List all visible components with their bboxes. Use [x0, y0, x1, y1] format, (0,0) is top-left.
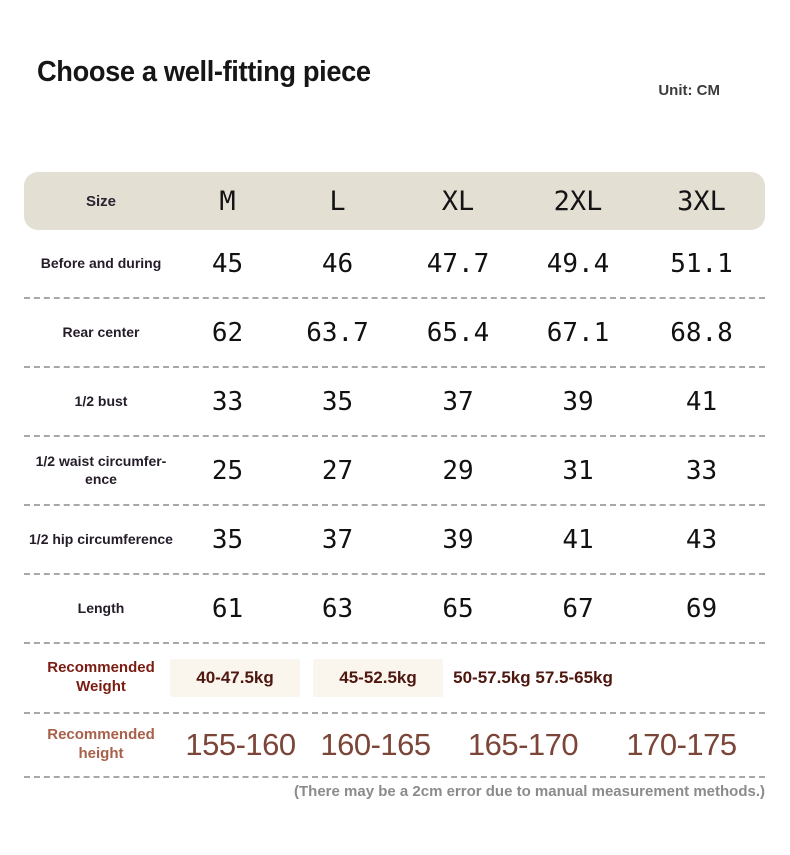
table-cell: 51.1 [670, 248, 733, 279]
table-cell: 31 [562, 455, 594, 486]
height-value-1: 155-160 [185, 727, 296, 762]
table-cell: 43 [685, 524, 718, 555]
recommended-weight-label: Recommended Weight [47, 659, 155, 695]
table-cell: 49.4 [546, 248, 610, 279]
table-cell: 65.4 [426, 317, 490, 348]
table-cell: 27 [321, 455, 354, 486]
size-column-m: M [219, 185, 236, 217]
weight-value-m: 40-47.5kg [170, 659, 300, 697]
row-label: 1/2 waist circumfer- ence [35, 453, 167, 487]
size-table-header: Size M L XL 2XL 3XL [24, 172, 765, 230]
unit-label: Unit: CM [658, 82, 720, 99]
size-column-l: L [329, 185, 346, 217]
table-row: Before and during 45 46 47.7 49.4 51.1 [24, 230, 765, 299]
row-label: Before and during [40, 254, 162, 271]
size-header-label: Size [85, 192, 116, 210]
recommended-height-label: Recommended height [47, 726, 155, 762]
table-row: 1/2 hip circumference 35 37 39 41 43 [24, 506, 765, 575]
size-column-3xl: 3XL [677, 185, 726, 217]
table-cell: 69 [685, 593, 718, 624]
table-cell: 68.8 [670, 317, 733, 348]
size-table-body: Before and during 45 46 47.7 49.4 51.1 R… [24, 230, 765, 778]
table-cell: 29 [442, 455, 474, 486]
table-cell: 25 [211, 455, 244, 486]
table-row: 1/2 bust 33 35 37 39 41 [24, 368, 765, 437]
table-cell: 63 [321, 593, 354, 624]
row-label: Rear center [62, 323, 140, 340]
row-label: 1/2 hip circumference [29, 530, 173, 547]
height-value-3: 165-170 [467, 727, 579, 762]
size-column-2xl: 2XL [553, 185, 603, 217]
table-cell: 46 [321, 248, 354, 279]
table-cell: 35 [321, 386, 354, 417]
table-cell: 67.1 [546, 317, 610, 348]
table-cell: 67 [562, 593, 594, 624]
weight-value-l: 45-52.5kg [313, 659, 443, 697]
table-cell: 33 [685, 455, 718, 486]
table-row: Length 61 63 65 67 69 [24, 575, 765, 644]
table-cell: 33 [211, 386, 244, 417]
table-cell: 63.7 [306, 317, 369, 348]
table-row: Rear center 62 63.7 65.4 67.1 68.8 [24, 299, 765, 368]
table-cell: 39 [562, 386, 594, 417]
table-cell: 65 [442, 593, 474, 624]
weight-value-xl-2xl: 50-57.5kg 57.5-65kg [453, 668, 613, 687]
weight-label-wrap: Recommended Weight [24, 659, 178, 697]
row-label: Length [77, 599, 125, 616]
table-cell: 37 [442, 386, 474, 417]
table-cell: 61 [211, 593, 244, 624]
height-value-4: 170-175 [626, 727, 737, 762]
table-cell: 35 [211, 524, 244, 555]
table-cell: 45 [211, 248, 244, 279]
measurement-error-note: (There may be a 2cm error due to manual … [294, 783, 765, 800]
recommended-weight-row: Recommended Weight 40-47.5kg 45-52.5kg 5… [24, 644, 765, 714]
height-value-2: 160-165 [320, 727, 431, 762]
recommended-height-row: Recommended height 155-160 160-165 165-1… [24, 714, 765, 778]
table-cell: 41 [685, 386, 718, 417]
table-cell: 62 [211, 317, 244, 348]
table-cell: 37 [321, 524, 354, 555]
page-title: Choose a well-fitting piece [37, 56, 371, 88]
table-cell: 39 [442, 524, 474, 555]
table-cell: 47.7 [426, 248, 490, 279]
table-row: 1/2 waist circumfer- ence 25 27 29 31 33 [24, 437, 765, 506]
row-label: 1/2 bust [74, 392, 128, 409]
size-column-xl: XL [441, 185, 475, 217]
table-cell: 41 [562, 524, 594, 555]
